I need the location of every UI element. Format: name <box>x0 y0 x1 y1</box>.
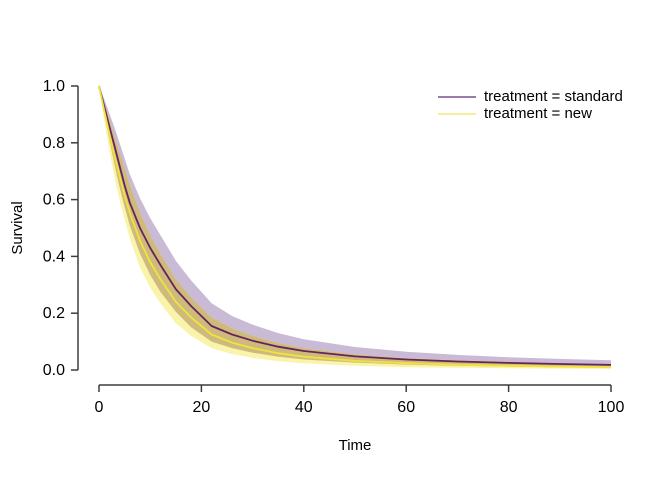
x-axis-title: Time <box>339 437 372 454</box>
y-tick-label: 1.0 <box>43 78 65 95</box>
band-standard <box>99 86 611 368</box>
x-tick-label: 20 <box>193 399 211 416</box>
legend-line-swatch <box>438 95 476 98</box>
legend: treatment = standard treatment = new <box>438 88 623 122</box>
legend-label: treatment = standard <box>484 88 623 105</box>
legend-label: treatment = new <box>484 105 592 122</box>
survival-curves <box>98 85 612 369</box>
y-tick-label: 0.0 <box>43 362 65 379</box>
legend-item: treatment = new <box>438 105 623 122</box>
curve-standard <box>98 85 612 366</box>
confidence-bands <box>99 86 611 369</box>
x-tick-label: 100 <box>598 399 625 416</box>
y-tick-label: 0.6 <box>43 192 65 209</box>
x-tick-label: 80 <box>500 399 518 416</box>
band-new <box>99 86 611 369</box>
y-tick-label: 0.2 <box>43 305 65 322</box>
y-tick-label: 0.8 <box>43 135 65 152</box>
legend-line-swatch <box>438 112 476 115</box>
x-tick-label: 60 <box>397 399 415 416</box>
x-tick-label: 40 <box>295 399 313 416</box>
axes: 0 20 40 60 80 100 0.0 0.2 0.4 0.6 0.8 1.0 <box>43 78 625 416</box>
x-tick-label: 0 <box>95 399 104 416</box>
y-tick-label: 0.4 <box>43 248 65 265</box>
curve-new <box>98 85 612 369</box>
y-axis-title: Survival <box>9 201 26 254</box>
legend-item: treatment = standard <box>438 88 623 105</box>
band-overlap <box>99 86 611 368</box>
